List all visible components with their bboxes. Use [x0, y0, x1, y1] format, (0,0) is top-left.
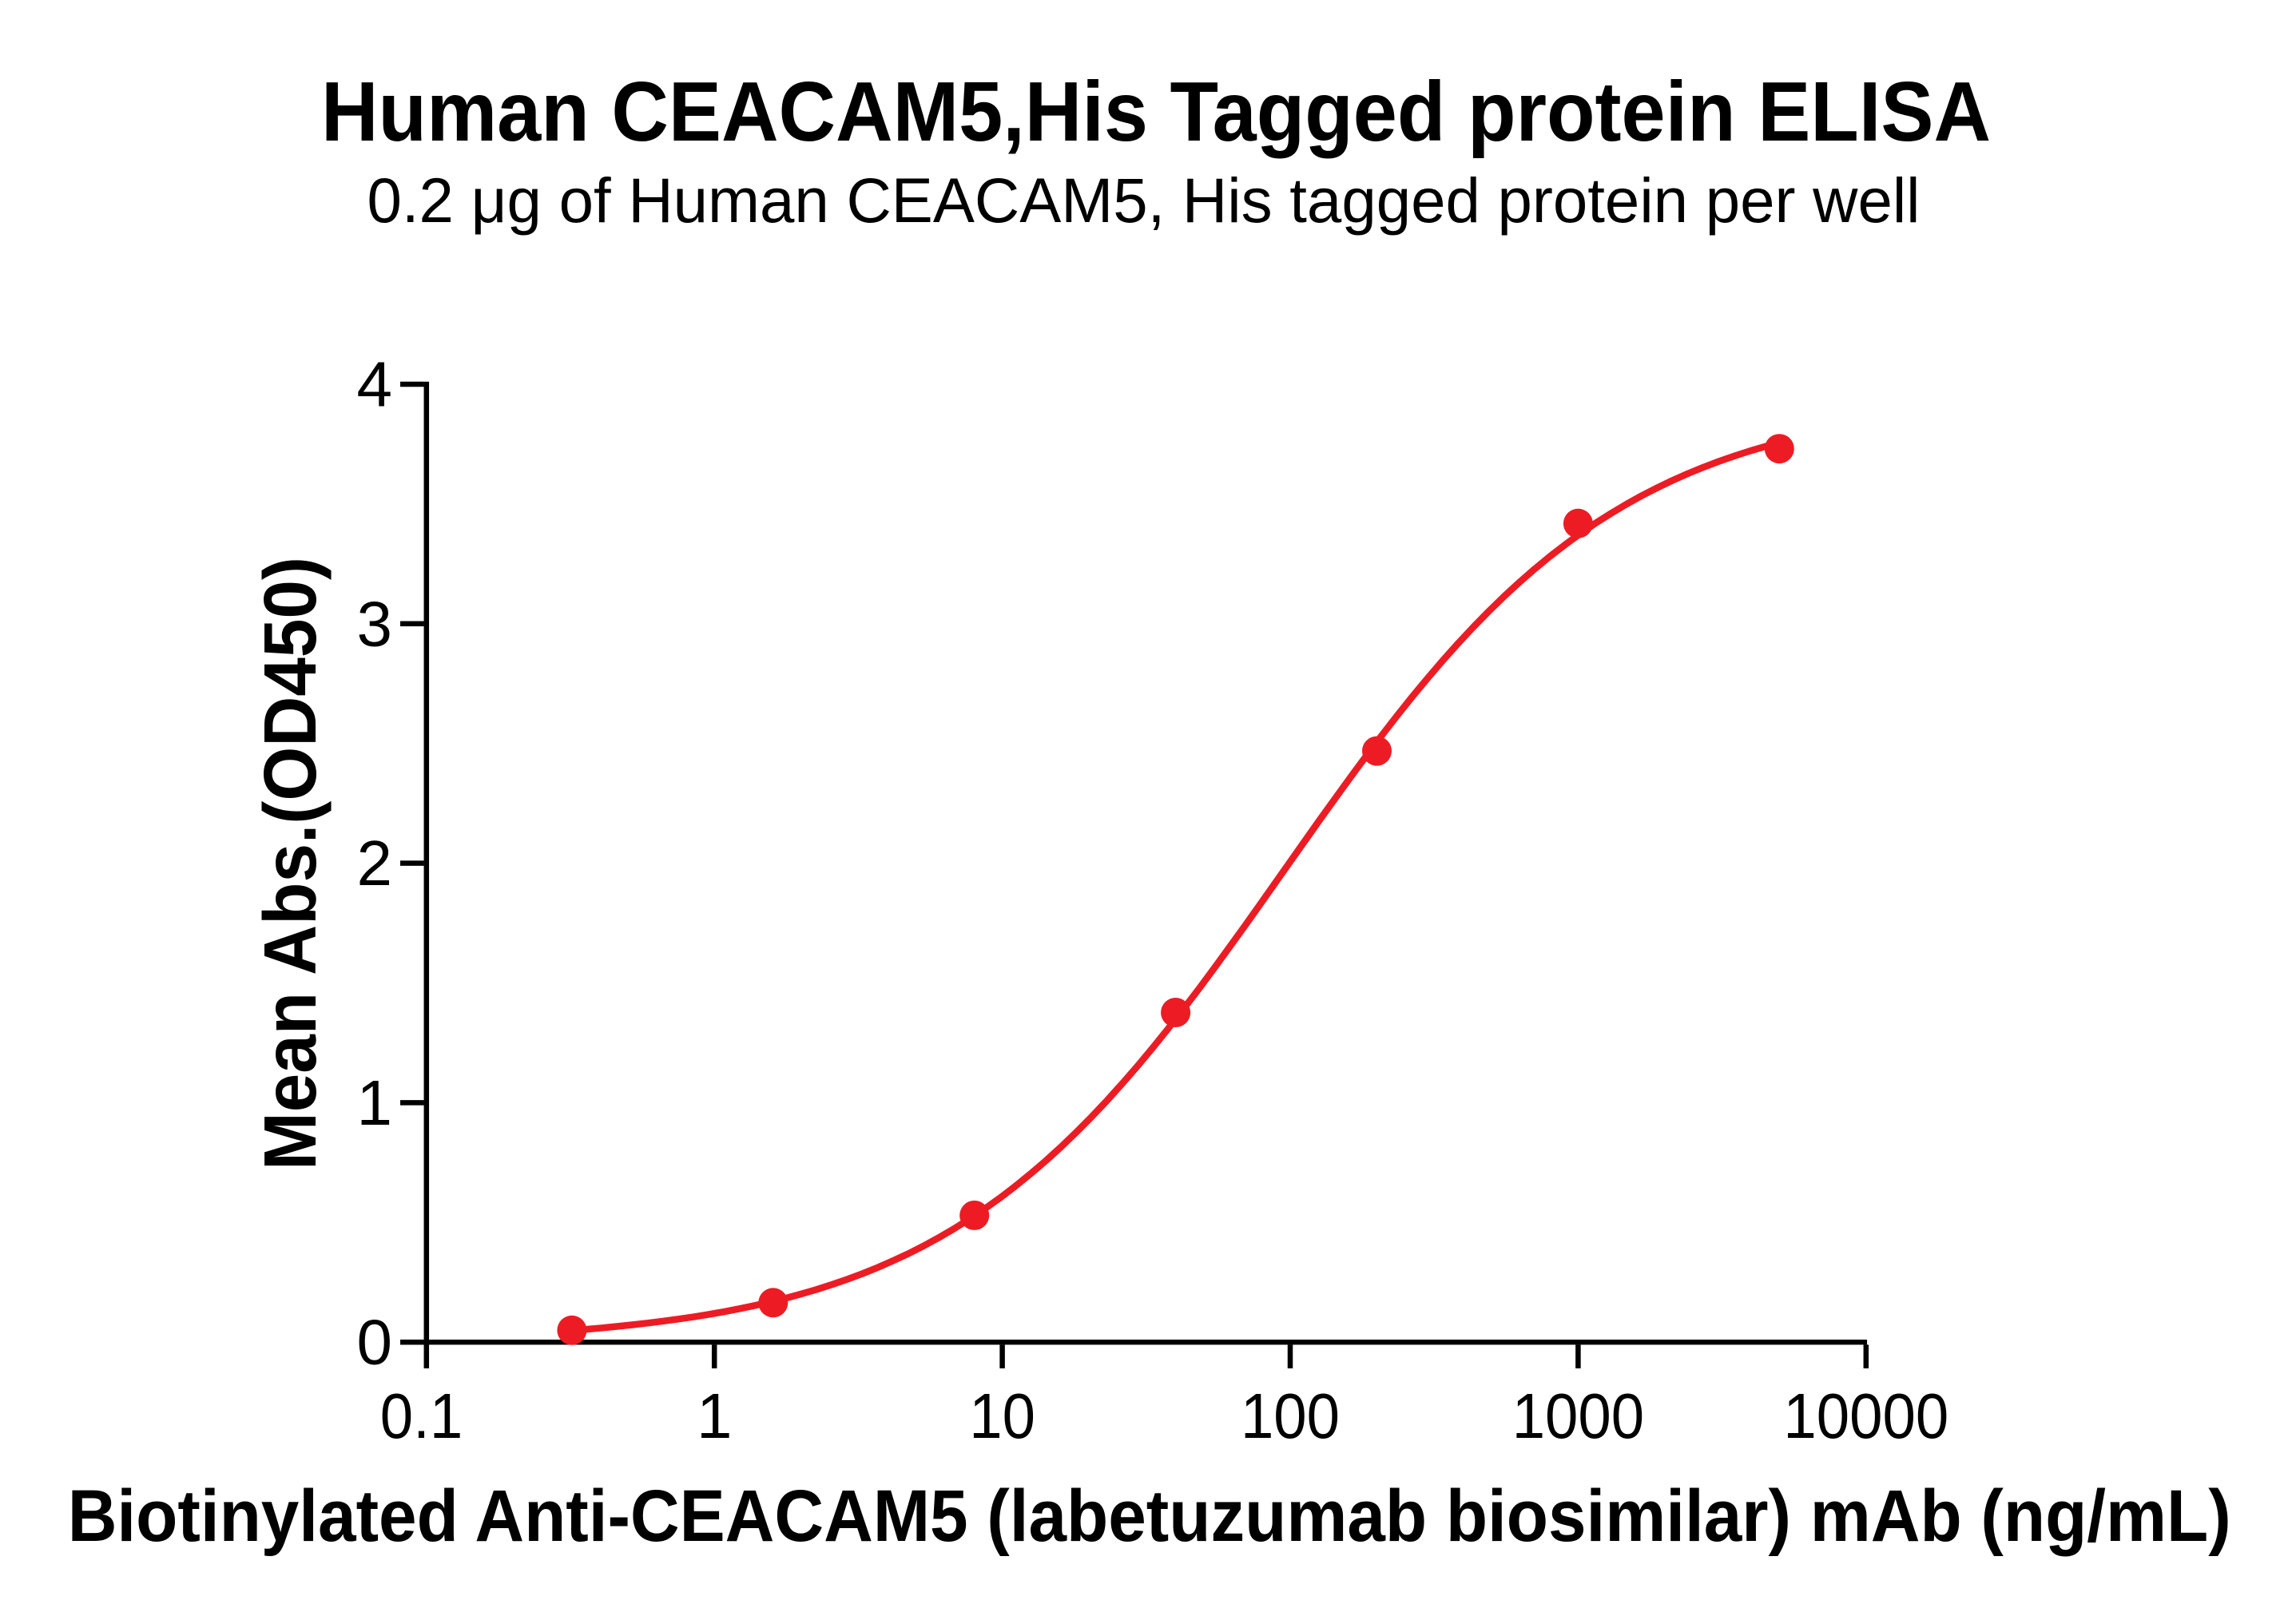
svg-text:1000: 1000: [1512, 1380, 1644, 1451]
svg-text:2: 2: [357, 828, 393, 899]
svg-text:0.2 μg of Human CEACAM5, His t: 0.2 μg of Human CEACAM5, His tagged prot…: [367, 165, 1921, 236]
svg-text:Mean Abs.(OD450): Mean Abs.(OD450): [248, 557, 332, 1170]
svg-text:10: 10: [969, 1380, 1035, 1451]
svg-text:100: 100: [1241, 1380, 1340, 1451]
svg-text:3: 3: [357, 588, 393, 659]
svg-text:1: 1: [697, 1380, 733, 1451]
svg-text:Human CEACAM5,His Tagged prote: Human CEACAM5,His Tagged protein ELISA: [321, 65, 1991, 159]
svg-text:1: 1: [357, 1067, 393, 1138]
svg-text:10000: 10000: [1783, 1380, 1948, 1451]
svg-text:4: 4: [357, 349, 393, 420]
svg-text:0: 0: [357, 1307, 393, 1378]
svg-text:0.1: 0.1: [380, 1380, 463, 1451]
svg-text:Biotinylated Anti-CEACAM5 (lab: Biotinylated Anti-CEACAM5 (labetuzumab b…: [68, 1475, 2231, 1557]
